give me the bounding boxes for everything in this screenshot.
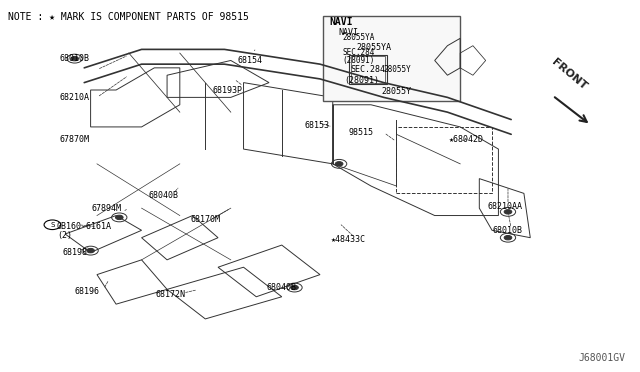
- Bar: [351, 56, 385, 83]
- Bar: [323, 16, 460, 101]
- Text: NAVI: NAVI: [330, 17, 353, 28]
- Text: 67870M: 67870M: [60, 135, 90, 144]
- Text: S: S: [50, 222, 54, 228]
- Text: FRONT: FRONT: [549, 57, 588, 92]
- Text: 28055YA: 28055YA: [356, 43, 392, 52]
- Text: NOTE : ★ MARK IS COMPONENT PARTS OF 98515: NOTE : ★ MARK IS COMPONENT PARTS OF 9851…: [8, 13, 248, 22]
- Bar: [349, 55, 387, 84]
- Text: 68010B: 68010B: [493, 226, 523, 235]
- Circle shape: [335, 161, 343, 166]
- Circle shape: [504, 210, 512, 214]
- Text: 28055YA: 28055YA: [342, 33, 374, 42]
- Text: 68154: 68154: [237, 56, 262, 65]
- Text: 68153: 68153: [304, 121, 330, 129]
- Text: ★48433C: ★48433C: [331, 235, 366, 244]
- Text: 68040B: 68040B: [149, 191, 179, 200]
- Text: 28055Y: 28055Y: [384, 65, 412, 74]
- Text: 68040B: 68040B: [267, 283, 297, 292]
- Text: NAVI: NAVI: [339, 28, 358, 37]
- Text: 0B160-6161A: 0B160-6161A: [57, 222, 112, 231]
- Circle shape: [87, 248, 95, 253]
- Circle shape: [504, 235, 512, 240]
- Circle shape: [71, 57, 79, 61]
- Circle shape: [291, 285, 298, 290]
- Text: (2): (2): [58, 231, 72, 240]
- Text: 68193P: 68193P: [212, 86, 243, 94]
- Text: SEC.284: SEC.284: [350, 65, 385, 74]
- Text: SEC.284: SEC.284: [342, 48, 374, 57]
- Text: 68010B: 68010B: [60, 54, 90, 63]
- Text: 68196: 68196: [75, 287, 100, 296]
- Text: 68198: 68198: [62, 248, 87, 257]
- Text: (28091): (28091): [342, 56, 374, 65]
- Text: ★68042D: ★68042D: [449, 135, 484, 144]
- Text: 68210A: 68210A: [60, 93, 90, 102]
- Text: 68210AA: 68210AA: [487, 202, 522, 211]
- Text: 67894M: 67894M: [92, 203, 122, 213]
- Text: J68001GV: J68001GV: [579, 353, 626, 363]
- Circle shape: [115, 215, 123, 219]
- Text: (28091): (28091): [344, 76, 379, 85]
- Text: 28055Y: 28055Y: [381, 87, 412, 96]
- Text: 68170M: 68170M: [190, 215, 220, 224]
- Text: 98515: 98515: [349, 128, 374, 137]
- Bar: [396, 127, 492, 193]
- Text: 68172N: 68172N: [156, 291, 185, 299]
